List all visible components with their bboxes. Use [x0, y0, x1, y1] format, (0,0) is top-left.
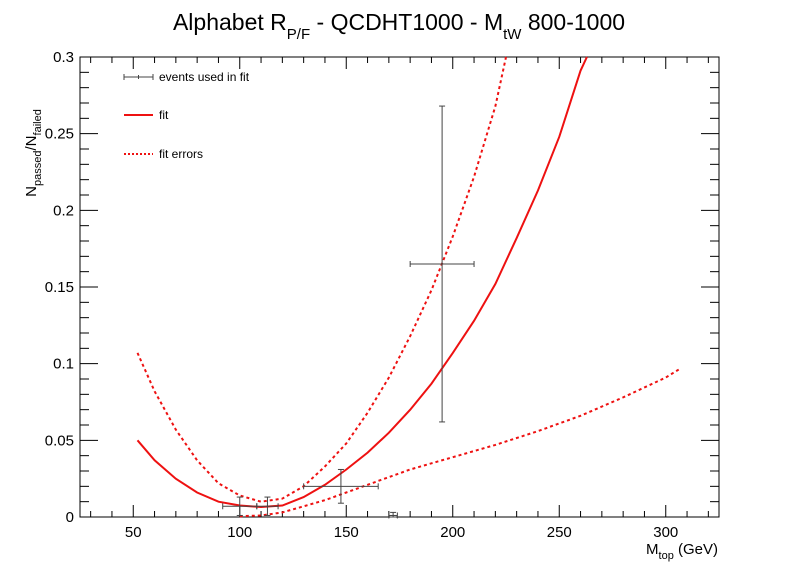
y-tick-label: 0.2 [53, 202, 74, 219]
event-point [388, 511, 398, 519]
x-tick-label: 50 [125, 524, 142, 541]
x-tick-label: 100 [227, 524, 252, 541]
y-tick-label: 0.25 [45, 126, 74, 143]
title-middle-subscript: tW [503, 26, 522, 43]
fit-curve [136, 56, 588, 509]
y-axis-title-slash: /N [23, 135, 40, 150]
x-tick-label: 250 [547, 524, 572, 541]
x-axis-title-subscript: top [659, 550, 674, 562]
x-axis-title-main: M [646, 541, 659, 558]
plot-frame [79, 56, 720, 518]
y-axis-title-main: N [23, 186, 40, 197]
y-tick-label: 0 [66, 509, 74, 526]
title-main-subscript: P/F [287, 26, 310, 43]
y-tick-label: 0.15 [45, 279, 74, 296]
event-point [303, 468, 379, 504]
y-tick-label: 0.3 [53, 49, 74, 66]
event-point [222, 496, 258, 516]
y-tick-label: 0.05 [45, 432, 74, 449]
chart-title: Alphabet RP/F - QCDHT1000 - MtW 800-1000 [173, 9, 625, 43]
y-tick-label: 0.1 [53, 356, 74, 373]
title-main: Alphabet R [173, 9, 287, 35]
y-axis-title: Npassed/Nfailed [23, 109, 44, 197]
y-axis-title-subscript-failed: failed [32, 109, 44, 135]
legend-label-fit: fit [159, 108, 169, 122]
legend-label-fit-errors: fit errors [159, 147, 203, 161]
x-tick-labels: 50 100 150 200 250 300 [125, 524, 678, 541]
fit-error-curve [136, 56, 507, 503]
title-middle: - QCDHT1000 - M [310, 9, 503, 35]
legend-label-events: events used in fit [159, 70, 250, 84]
x-tick-label: 150 [334, 524, 359, 541]
y-axis-title-subscript-passed: passed [32, 150, 44, 185]
y-tick-labels: 0 0.05 0.1 0.15 0.2 0.25 0.3 [45, 49, 74, 526]
legend: events used in fit fit fit errors [123, 70, 250, 161]
axis-ticks [80, 56, 719, 518]
title-tail: 800-1000 [521, 9, 625, 35]
x-axis-title-tail: (GeV) [674, 541, 718, 558]
x-tick-label: 300 [653, 524, 678, 541]
fit-curves [136, 56, 682, 518]
event-point [409, 105, 475, 423]
x-tick-label: 200 [440, 524, 465, 541]
x-axis-title: Mtop (GeV) [646, 541, 718, 562]
data-points [222, 105, 475, 519]
fit-error-curve [239, 367, 682, 518]
event-point [256, 496, 279, 516]
